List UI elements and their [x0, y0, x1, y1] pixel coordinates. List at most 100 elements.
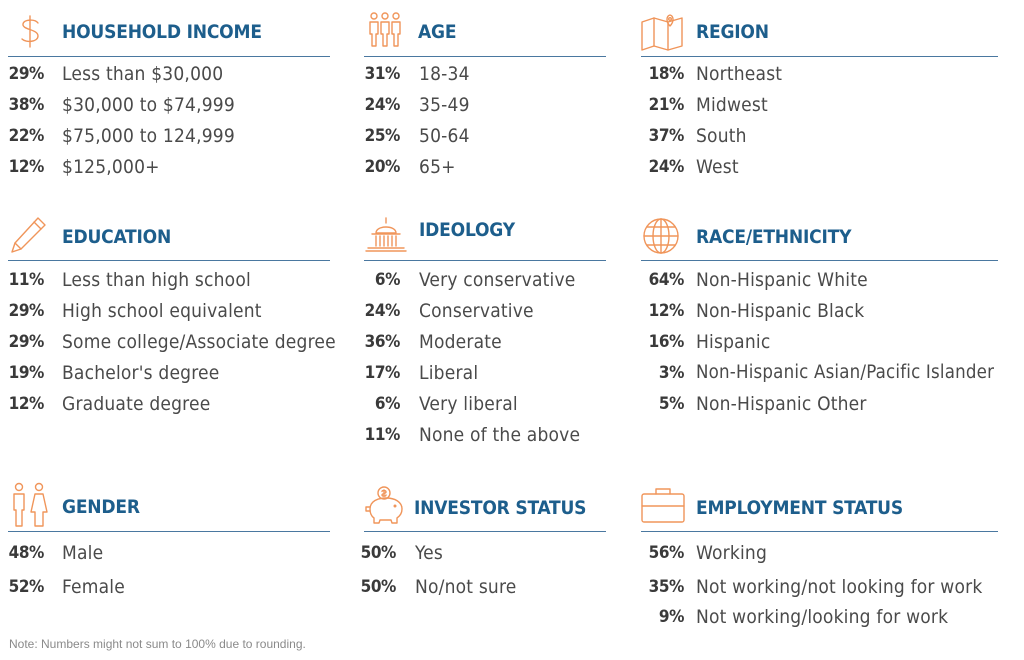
percent-value: 5% — [658, 394, 685, 414]
category-label: Graduate degree — [62, 393, 211, 415]
section-divider — [641, 260, 998, 261]
section-title-education: EDUCATION — [62, 226, 172, 248]
section-divider — [8, 56, 330, 57]
section-race-ethnicity: RACE/ETHNICITY 64% Non-Hispanic White 12%… — [641, 218, 998, 415]
section-title-gender: GENDER — [62, 496, 140, 518]
section-divider — [364, 56, 606, 57]
percent-value: 21% — [648, 95, 685, 115]
category-label: West — [696, 156, 739, 178]
map-icon — [641, 14, 683, 51]
percent-value: 6% — [374, 394, 401, 414]
percent-value: 11% — [364, 425, 401, 445]
percent-value: 24% — [364, 95, 401, 115]
category-label: South — [696, 125, 747, 147]
capitol-icon — [365, 217, 407, 252]
category-label: Very liberal — [419, 393, 518, 415]
category-label: $125,000+ — [62, 156, 160, 178]
percent-value: 29% — [8, 332, 45, 352]
category-label: None of the above — [419, 424, 581, 446]
category-label: Non-Hispanic White — [696, 269, 868, 291]
percent-value: 6% — [374, 270, 401, 290]
section-age: AGE 31% 18-34 24% 35-49 25% 50-64 20% 65+ — [0, 0, 1024, 200]
footnote: Note: Numbers might not sum to 100% due … — [9, 637, 306, 651]
category-label: Not working/not looking for work — [696, 576, 983, 598]
percent-value: 12% — [8, 394, 45, 414]
percent-value: 24% — [364, 301, 401, 321]
category-label: $30,000 to $74,999 — [62, 94, 235, 116]
category-label: High school equivalent — [62, 300, 262, 322]
category-label: Hispanic — [696, 331, 771, 353]
category-label: No/not sure — [415, 576, 517, 598]
category-label: Non-Hispanic Asian/Pacific Islander — [696, 362, 995, 383]
category-label: Non-Hispanic Other — [696, 393, 867, 415]
section-title-age: AGE — [418, 21, 457, 43]
section-investor-status: INVESTOR STATUS 50% Yes 50% No/not sure — [360, 486, 606, 598]
section-title-race-ethnicity: RACE/ETHNICITY — [696, 226, 852, 248]
percent-value: 48% — [8, 543, 45, 563]
category-label: Some college/Associate degree — [62, 331, 336, 353]
section-household-income: HOUSEHOLD INCOME 29% Less than $30,000 38… — [0, 0, 1024, 200]
category-label: Liberal — [419, 362, 479, 384]
pencil-icon — [11, 217, 46, 253]
category-label: Moderate — [419, 331, 502, 353]
section-divider — [641, 531, 998, 532]
category-label: Yes — [415, 542, 443, 564]
percent-value: 37% — [648, 126, 685, 146]
section-title-region: REGION — [696, 21, 769, 43]
section-title-investor-status: INVESTOR STATUS — [414, 497, 587, 519]
percent-value: 31% — [364, 64, 401, 84]
percent-value: 12% — [8, 157, 45, 177]
percent-value: 17% — [364, 363, 401, 383]
briefcase-icon — [641, 488, 685, 523]
percent-value: 52% — [8, 577, 45, 597]
category-label: Working — [696, 542, 768, 564]
section-gender: GENDER 48% Male 52% Female — [8, 482, 330, 598]
gender-icon — [13, 482, 48, 527]
percent-value: 18% — [648, 64, 685, 84]
category-label: Less than high school — [62, 269, 251, 291]
category-label: 65+ — [419, 156, 456, 178]
section-ideology: IDEOLOGY 6% Very conservative 24% Conserva… — [364, 217, 606, 446]
category-label: Not working/looking for work — [696, 606, 949, 628]
piggy-bank-icon — [365, 486, 403, 524]
percent-value: 16% — [648, 332, 685, 352]
percent-value: 64% — [648, 270, 685, 290]
section-title-employment-status: EMPLOYMENT STATUS — [696, 497, 903, 519]
category-label: Conservative — [419, 300, 534, 322]
percent-value: 50% — [360, 577, 397, 597]
category-label: Male — [62, 542, 104, 564]
percent-value: 19% — [8, 363, 45, 383]
percent-value: 9% — [658, 607, 685, 627]
section-divider — [364, 531, 606, 532]
section-title-household-income: HOUSEHOLD INCOME — [62, 21, 262, 43]
section-divider — [8, 531, 330, 532]
category-label: 35-49 — [419, 94, 470, 116]
category-label: Less than $30,000 — [62, 63, 224, 85]
percent-value: 3% — [658, 363, 685, 383]
section-divider — [641, 56, 998, 57]
category-label: 50-64 — [419, 125, 470, 147]
category-label: Midwest — [696, 94, 768, 116]
percent-value: 22% — [8, 126, 45, 146]
category-label: Bachelor's degree — [62, 362, 220, 384]
category-label: Female — [62, 576, 125, 598]
section-divider — [364, 260, 606, 261]
globe-icon — [643, 218, 679, 254]
percent-value: 56% — [648, 543, 685, 563]
percent-value: 35% — [648, 577, 685, 597]
section-region: REGION 18% Northeast 21% Midwest 37% South … — [0, 0, 1024, 200]
category-label: $75,000 to 124,999 — [62, 125, 235, 147]
section-employment-status: EMPLOYMENT STATUS 56% Working 35% Not work… — [641, 488, 998, 628]
percent-value: 24% — [648, 157, 685, 177]
percent-value: 29% — [8, 64, 45, 84]
category-label: Northeast — [696, 63, 783, 85]
percent-value: 20% — [364, 157, 401, 177]
percent-value: 36% — [364, 332, 401, 352]
percent-value: 29% — [8, 301, 45, 321]
category-label: 18-34 — [419, 63, 470, 85]
percent-value: 50% — [360, 543, 397, 563]
section-title-ideology: IDEOLOGY — [419, 219, 515, 241]
percent-value: 25% — [364, 126, 401, 146]
dollar-icon — [21, 15, 39, 48]
percent-value: 12% — [648, 301, 685, 321]
